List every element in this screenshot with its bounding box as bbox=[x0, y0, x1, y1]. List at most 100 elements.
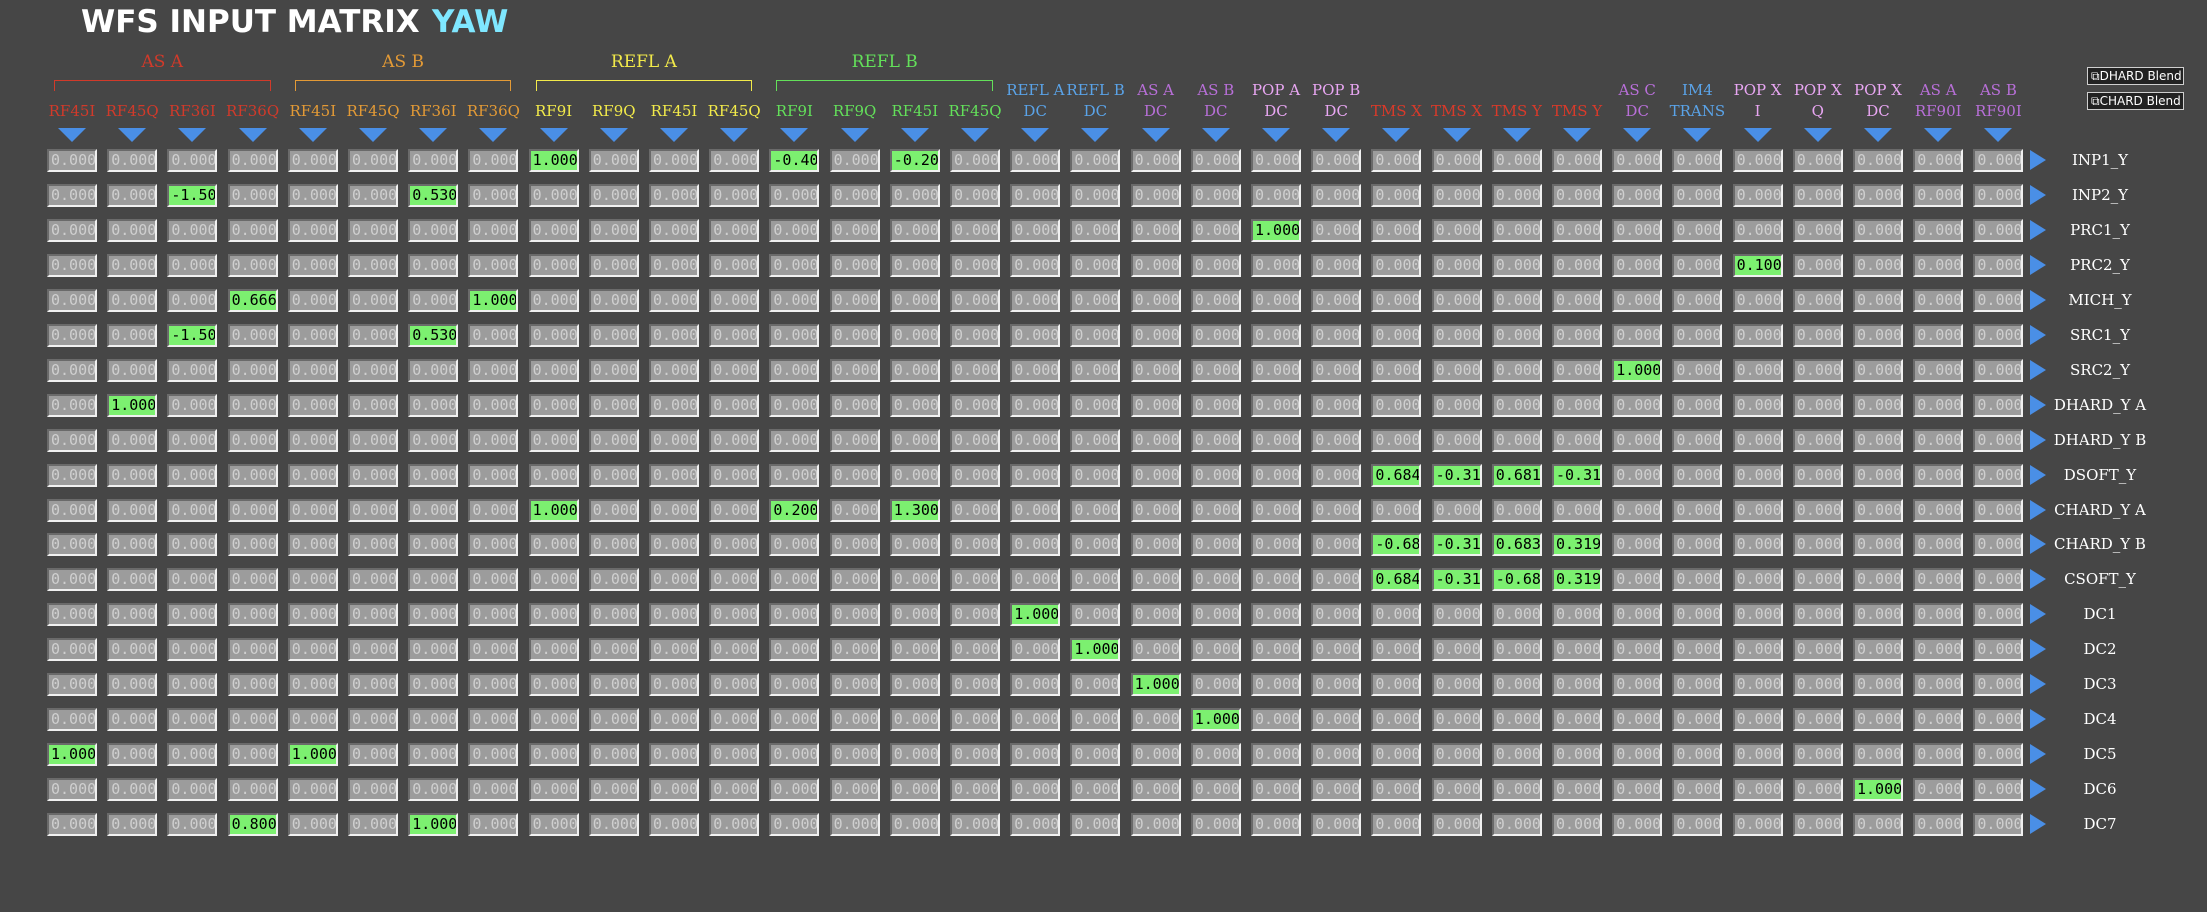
matrix-cell[interactable]: 0.000 bbox=[528, 708, 579, 732]
matrix-cell[interactable]: 0.000 bbox=[649, 813, 699, 837]
matrix-cell[interactable]: 0.000 bbox=[1612, 183, 1663, 207]
matrix-cell[interactable]: 0.000 bbox=[769, 638, 820, 662]
matrix-cell[interactable]: 0.000 bbox=[1672, 393, 1723, 417]
matrix-cell[interactable]: 0.000 bbox=[1792, 708, 1843, 732]
matrix-cell[interactable]: 0.000 bbox=[649, 463, 699, 487]
matrix-cell[interactable]: 0.000 bbox=[47, 288, 97, 312]
matrix-cell[interactable]: 0.000 bbox=[1130, 393, 1181, 417]
matrix-cell[interactable]: 0.000 bbox=[468, 393, 519, 417]
column-arrow-icon[interactable] bbox=[1021, 128, 1050, 142]
matrix-cell[interactable]: 0.000 bbox=[1070, 218, 1121, 242]
matrix-cell[interactable]: 0.000 bbox=[528, 253, 579, 277]
matrix-cell[interactable]: 0.000 bbox=[1371, 428, 1422, 452]
matrix-cell[interactable]: 0.000 bbox=[588, 149, 639, 172]
matrix-cell[interactable]: 0.000 bbox=[1672, 603, 1723, 627]
matrix-cell[interactable]: 0.000 bbox=[1431, 183, 1482, 207]
matrix-cell[interactable]: 0.000 bbox=[107, 813, 158, 837]
matrix-cell[interactable]: 0.000 bbox=[1913, 358, 1964, 382]
matrix-cell[interactable]: 0.000 bbox=[1612, 743, 1663, 767]
matrix-cell[interactable]: 0.000 bbox=[588, 183, 639, 207]
matrix-cell[interactable]: 0.000 bbox=[1130, 708, 1181, 732]
matrix-cell[interactable]: 0.000 bbox=[1251, 358, 1301, 382]
matrix-cell[interactable]: 0.000 bbox=[1973, 603, 2024, 627]
matrix-cell[interactable]: 0.000 bbox=[468, 743, 519, 767]
matrix-cell[interactable]: 0.000 bbox=[1552, 743, 1602, 767]
matrix-cell[interactable]: 0.000 bbox=[348, 358, 398, 382]
matrix-cell[interactable]: 0.000 bbox=[1311, 638, 1362, 662]
matrix-cell[interactable]: 0.000 bbox=[107, 568, 158, 592]
matrix-cell[interactable]: 0.000 bbox=[1612, 638, 1663, 662]
matrix-cell[interactable]: 0.000 bbox=[1732, 218, 1783, 242]
matrix-cell[interactable]: 0.000 bbox=[1371, 393, 1422, 417]
matrix-cell[interactable]: 0.000 bbox=[1913, 813, 1964, 837]
matrix-cell[interactable]: 0.000 bbox=[408, 253, 459, 277]
matrix-cell[interactable]: 0.000 bbox=[107, 428, 158, 452]
matrix-cell[interactable]: 0.000 bbox=[107, 778, 158, 802]
matrix-cell[interactable]: 0.000 bbox=[348, 463, 398, 487]
matrix-cell[interactable]: 0.000 bbox=[769, 708, 820, 732]
matrix-cell[interactable]: 0.000 bbox=[1612, 568, 1663, 592]
matrix-cell[interactable]: 0.000 bbox=[829, 218, 880, 242]
matrix-cell[interactable]: 0.000 bbox=[889, 603, 940, 627]
matrix-cell[interactable]: 0.000 bbox=[1311, 288, 1362, 312]
matrix-cell[interactable]: 0.000 bbox=[107, 533, 158, 557]
matrix-cell[interactable]: 0.000 bbox=[1010, 813, 1061, 837]
matrix-cell[interactable]: 0.000 bbox=[408, 218, 459, 242]
matrix-cell[interactable]: 0.000 bbox=[1431, 218, 1482, 242]
matrix-cell[interactable]: 0.000 bbox=[1792, 149, 1843, 172]
matrix-cell[interactable]: 0.000 bbox=[950, 218, 1000, 242]
matrix-cell[interactable]: 0.000 bbox=[468, 358, 519, 382]
matrix-cell[interactable]: 0.000 bbox=[1371, 743, 1422, 767]
matrix-cell[interactable]: 0.000 bbox=[107, 288, 158, 312]
matrix-cell[interactable]: 0.000 bbox=[1732, 638, 1783, 662]
matrix-cell[interactable]: 0.000 bbox=[769, 393, 820, 417]
matrix-cell[interactable]: 0.000 bbox=[889, 673, 940, 697]
matrix-cell[interactable]: 0.000 bbox=[227, 778, 278, 802]
column-arrow-icon[interactable] bbox=[359, 128, 387, 142]
row-arrow-icon[interactable] bbox=[2030, 429, 2046, 450]
matrix-cell[interactable]: 0.000 bbox=[1612, 533, 1663, 557]
matrix-cell[interactable]: 0.000 bbox=[1371, 813, 1422, 837]
matrix-cell[interactable]: 0.000 bbox=[588, 463, 639, 487]
matrix-cell[interactable]: 0.000 bbox=[1792, 218, 1843, 242]
dhard-blend-button[interactable]: ⧉DHARD Blend bbox=[2087, 67, 2184, 85]
matrix-cell[interactable]: 0.000 bbox=[1190, 603, 1241, 627]
matrix-cell[interactable]: 0.000 bbox=[1552, 393, 1602, 417]
matrix-cell[interactable]: 0.000 bbox=[1251, 673, 1301, 697]
matrix-cell[interactable]: 0.000 bbox=[1251, 778, 1301, 802]
matrix-cell[interactable]: 0.000 bbox=[1973, 533, 2024, 557]
matrix-cell[interactable]: 0.000 bbox=[950, 743, 1000, 767]
matrix-cell[interactable]: 0.000 bbox=[1672, 218, 1723, 242]
matrix-cell[interactable]: 0.000 bbox=[1190, 778, 1241, 802]
matrix-cell[interactable]: 0.000 bbox=[889, 778, 940, 802]
matrix-cell[interactable]: 0.684 bbox=[1371, 463, 1422, 487]
column-arrow-icon[interactable] bbox=[660, 128, 688, 142]
matrix-cell[interactable]: -1.500 bbox=[167, 183, 218, 207]
matrix-cell[interactable]: 0.000 bbox=[649, 253, 699, 277]
matrix-cell[interactable]: 0.000 bbox=[1311, 183, 1362, 207]
column-arrow-icon[interactable] bbox=[1563, 128, 1591, 142]
matrix-cell[interactable]: 0.000 bbox=[287, 288, 338, 312]
matrix-cell[interactable]: 0.000 bbox=[227, 149, 278, 172]
matrix-cell[interactable]: 0.000 bbox=[1070, 428, 1121, 452]
column-arrow-icon[interactable] bbox=[1322, 128, 1351, 142]
column-arrow-icon[interactable] bbox=[1984, 128, 2013, 142]
matrix-cell[interactable]: 0.000 bbox=[227, 498, 278, 522]
matrix-cell[interactable]: 0.000 bbox=[829, 568, 880, 592]
row-arrow-icon[interactable] bbox=[2030, 359, 2046, 380]
matrix-cell[interactable]: 0.000 bbox=[1732, 498, 1783, 522]
matrix-cell[interactable]: 0.000 bbox=[167, 149, 218, 172]
matrix-cell[interactable]: 0.000 bbox=[1431, 288, 1482, 312]
matrix-cell[interactable]: 0.000 bbox=[1732, 288, 1783, 312]
matrix-cell[interactable]: 0.000 bbox=[1311, 358, 1362, 382]
row-arrow-icon[interactable] bbox=[2030, 709, 2046, 730]
matrix-cell[interactable]: 0.000 bbox=[1130, 358, 1181, 382]
matrix-cell[interactable]: 0.000 bbox=[649, 183, 699, 207]
matrix-cell[interactable]: 0.000 bbox=[1552, 288, 1602, 312]
matrix-cell[interactable]: 1.000 bbox=[1853, 778, 1903, 802]
matrix-cell[interactable]: 0.000 bbox=[227, 428, 278, 452]
matrix-cell[interactable]: 0.000 bbox=[829, 743, 880, 767]
matrix-cell[interactable]: 0.000 bbox=[1792, 533, 1843, 557]
matrix-cell[interactable]: 0.000 bbox=[950, 813, 1000, 837]
matrix-cell[interactable]: 0.000 bbox=[1973, 323, 2024, 347]
